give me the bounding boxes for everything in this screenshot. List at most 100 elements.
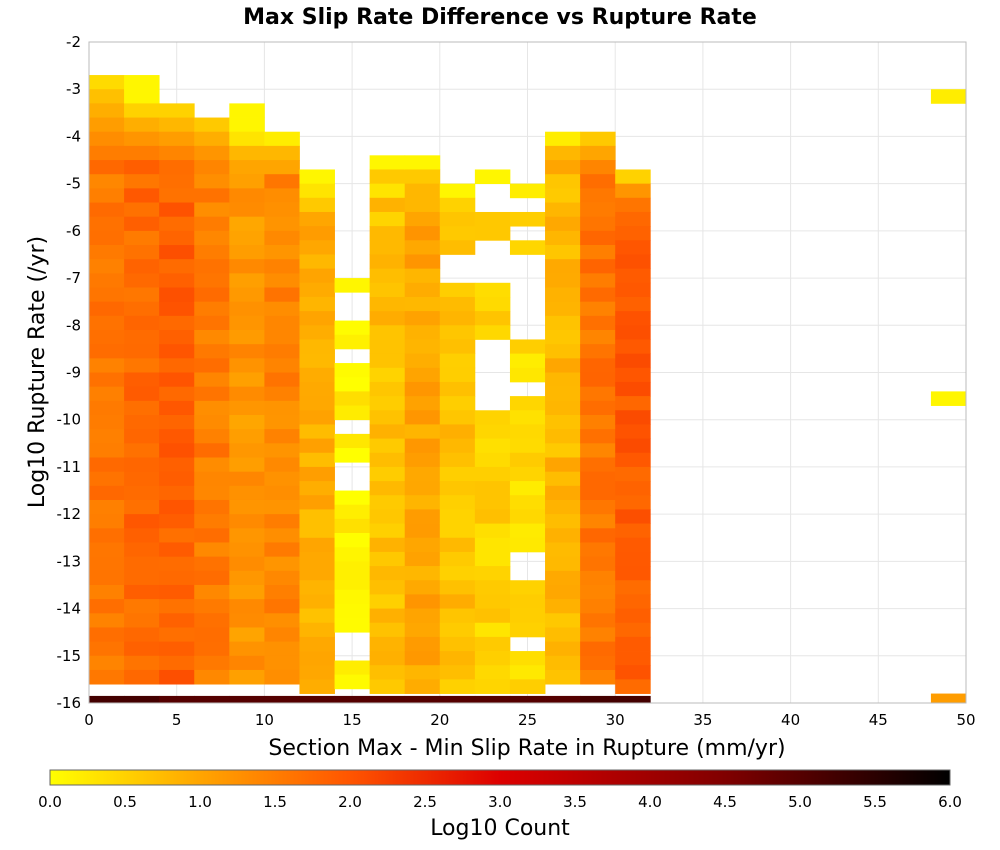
colorbar-tick-label: 1.0 — [188, 793, 212, 811]
heatmap-cell — [89, 330, 125, 345]
heatmap-cell — [124, 75, 160, 90]
heatmap-cell — [334, 377, 371, 392]
heatmap-cell — [334, 603, 371, 619]
heatmap-cell — [615, 551, 651, 567]
heatmap-cell — [474, 296, 511, 312]
heatmap-cell — [369, 695, 406, 704]
heatmap-cell — [580, 188, 616, 203]
heatmap-cell — [615, 240, 651, 255]
heatmap-cell — [580, 273, 616, 288]
heatmap-cell — [509, 339, 546, 355]
heatmap-cell — [159, 400, 195, 416]
heatmap-cell — [580, 344, 616, 359]
heatmap-cell — [439, 551, 476, 567]
heatmap-cell — [89, 400, 125, 416]
heatmap-cell — [229, 259, 265, 274]
heatmap-cell — [369, 367, 406, 383]
heatmap-cell — [124, 245, 160, 260]
heatmap-cell — [124, 230, 160, 246]
heatmap-cell — [89, 75, 125, 90]
heatmap-cell — [124, 528, 160, 543]
heatmap-cell — [194, 695, 230, 704]
heatmap-cell — [89, 485, 125, 501]
heatmap-cell — [159, 414, 195, 430]
heatmap-cell — [124, 514, 160, 529]
heatmap-cell — [194, 117, 230, 133]
heatmap-cell — [264, 259, 300, 274]
heatmap-cell — [229, 499, 265, 515]
colorbar-label: Log10 Count — [430, 816, 570, 841]
heatmap-cell — [404, 695, 441, 704]
heatmap-cell — [474, 594, 511, 609]
heatmap-cell — [264, 471, 300, 487]
heatmap-cell — [89, 514, 125, 529]
heatmap-cell — [334, 433, 371, 449]
heatmap-cell — [159, 330, 195, 345]
heatmap-cell — [89, 301, 125, 317]
heatmap-cell — [369, 679, 406, 694]
heatmap-cell — [545, 287, 581, 303]
heatmap-cell — [474, 636, 511, 652]
heatmap-cell — [369, 254, 406, 270]
heatmap-cell — [369, 452, 406, 468]
heatmap-cell — [509, 240, 546, 255]
plot-frame — [88, 41, 967, 704]
heatmap-cell — [229, 669, 265, 685]
heatmap-cell — [439, 509, 476, 524]
heatmap-cell — [299, 211, 335, 227]
heatmap-cell — [545, 429, 581, 444]
heatmap-cell — [545, 627, 581, 643]
heatmap-cell — [299, 665, 335, 680]
heatmap-cell — [194, 584, 230, 600]
heatmap-cell — [545, 259, 581, 274]
heatmap-cell — [194, 145, 230, 161]
heatmap-cell — [194, 570, 230, 586]
heatmap-cell — [124, 330, 160, 345]
heatmap-cell — [404, 268, 441, 284]
heatmap-cell — [369, 296, 406, 312]
heatmap-cell — [545, 131, 581, 147]
heatmap-cell — [229, 103, 265, 118]
heatmap-cell — [615, 594, 651, 609]
heatmap-cell — [615, 438, 651, 454]
heatmap-cell — [334, 363, 371, 378]
heatmap-cell — [159, 457, 195, 473]
heatmap-cell — [159, 584, 195, 600]
heatmap-cell — [404, 481, 441, 496]
heatmap-cell — [334, 320, 371, 336]
heatmap-cell — [299, 636, 335, 652]
heatmap-cell — [124, 202, 160, 218]
heatmap-cell — [509, 424, 546, 439]
heatmap-cell — [369, 636, 406, 652]
heatmap-cell — [194, 542, 230, 558]
heatmap-cell — [124, 103, 160, 118]
heatmap-cell — [124, 188, 160, 203]
heatmap-cell — [124, 499, 160, 515]
heatmap-cell — [474, 325, 511, 340]
heatmap-cell — [404, 296, 441, 312]
colorbar-tick-label: 5.5 — [863, 793, 887, 811]
heatmap-cell — [124, 599, 160, 614]
heatmap-cell — [474, 466, 511, 482]
colorbar-tick-label: 0.5 — [113, 793, 137, 811]
heatmap-cell — [229, 627, 265, 643]
heatmap-cell — [299, 311, 335, 326]
heatmap-cell — [264, 216, 300, 232]
heatmap-cell — [124, 301, 160, 317]
heatmap-cell — [124, 287, 160, 303]
heatmap-cell — [580, 485, 616, 501]
heatmap-cell — [404, 226, 441, 241]
heatmap-cell — [89, 386, 125, 402]
heatmap-cell — [545, 641, 581, 657]
heatmap-cell — [229, 542, 265, 558]
heatmap-cell — [509, 410, 546, 425]
heatmap-cell — [89, 245, 125, 260]
heatmap-cell — [229, 570, 265, 586]
heatmap-cell — [545, 499, 581, 515]
heatmap-cell — [439, 339, 476, 355]
heatmap-cell — [404, 509, 441, 524]
heatmap-cell — [124, 386, 160, 402]
heatmap-cell — [545, 358, 581, 373]
heatmap-cell — [334, 504, 371, 520]
y-tick-label: -8 — [66, 316, 81, 334]
